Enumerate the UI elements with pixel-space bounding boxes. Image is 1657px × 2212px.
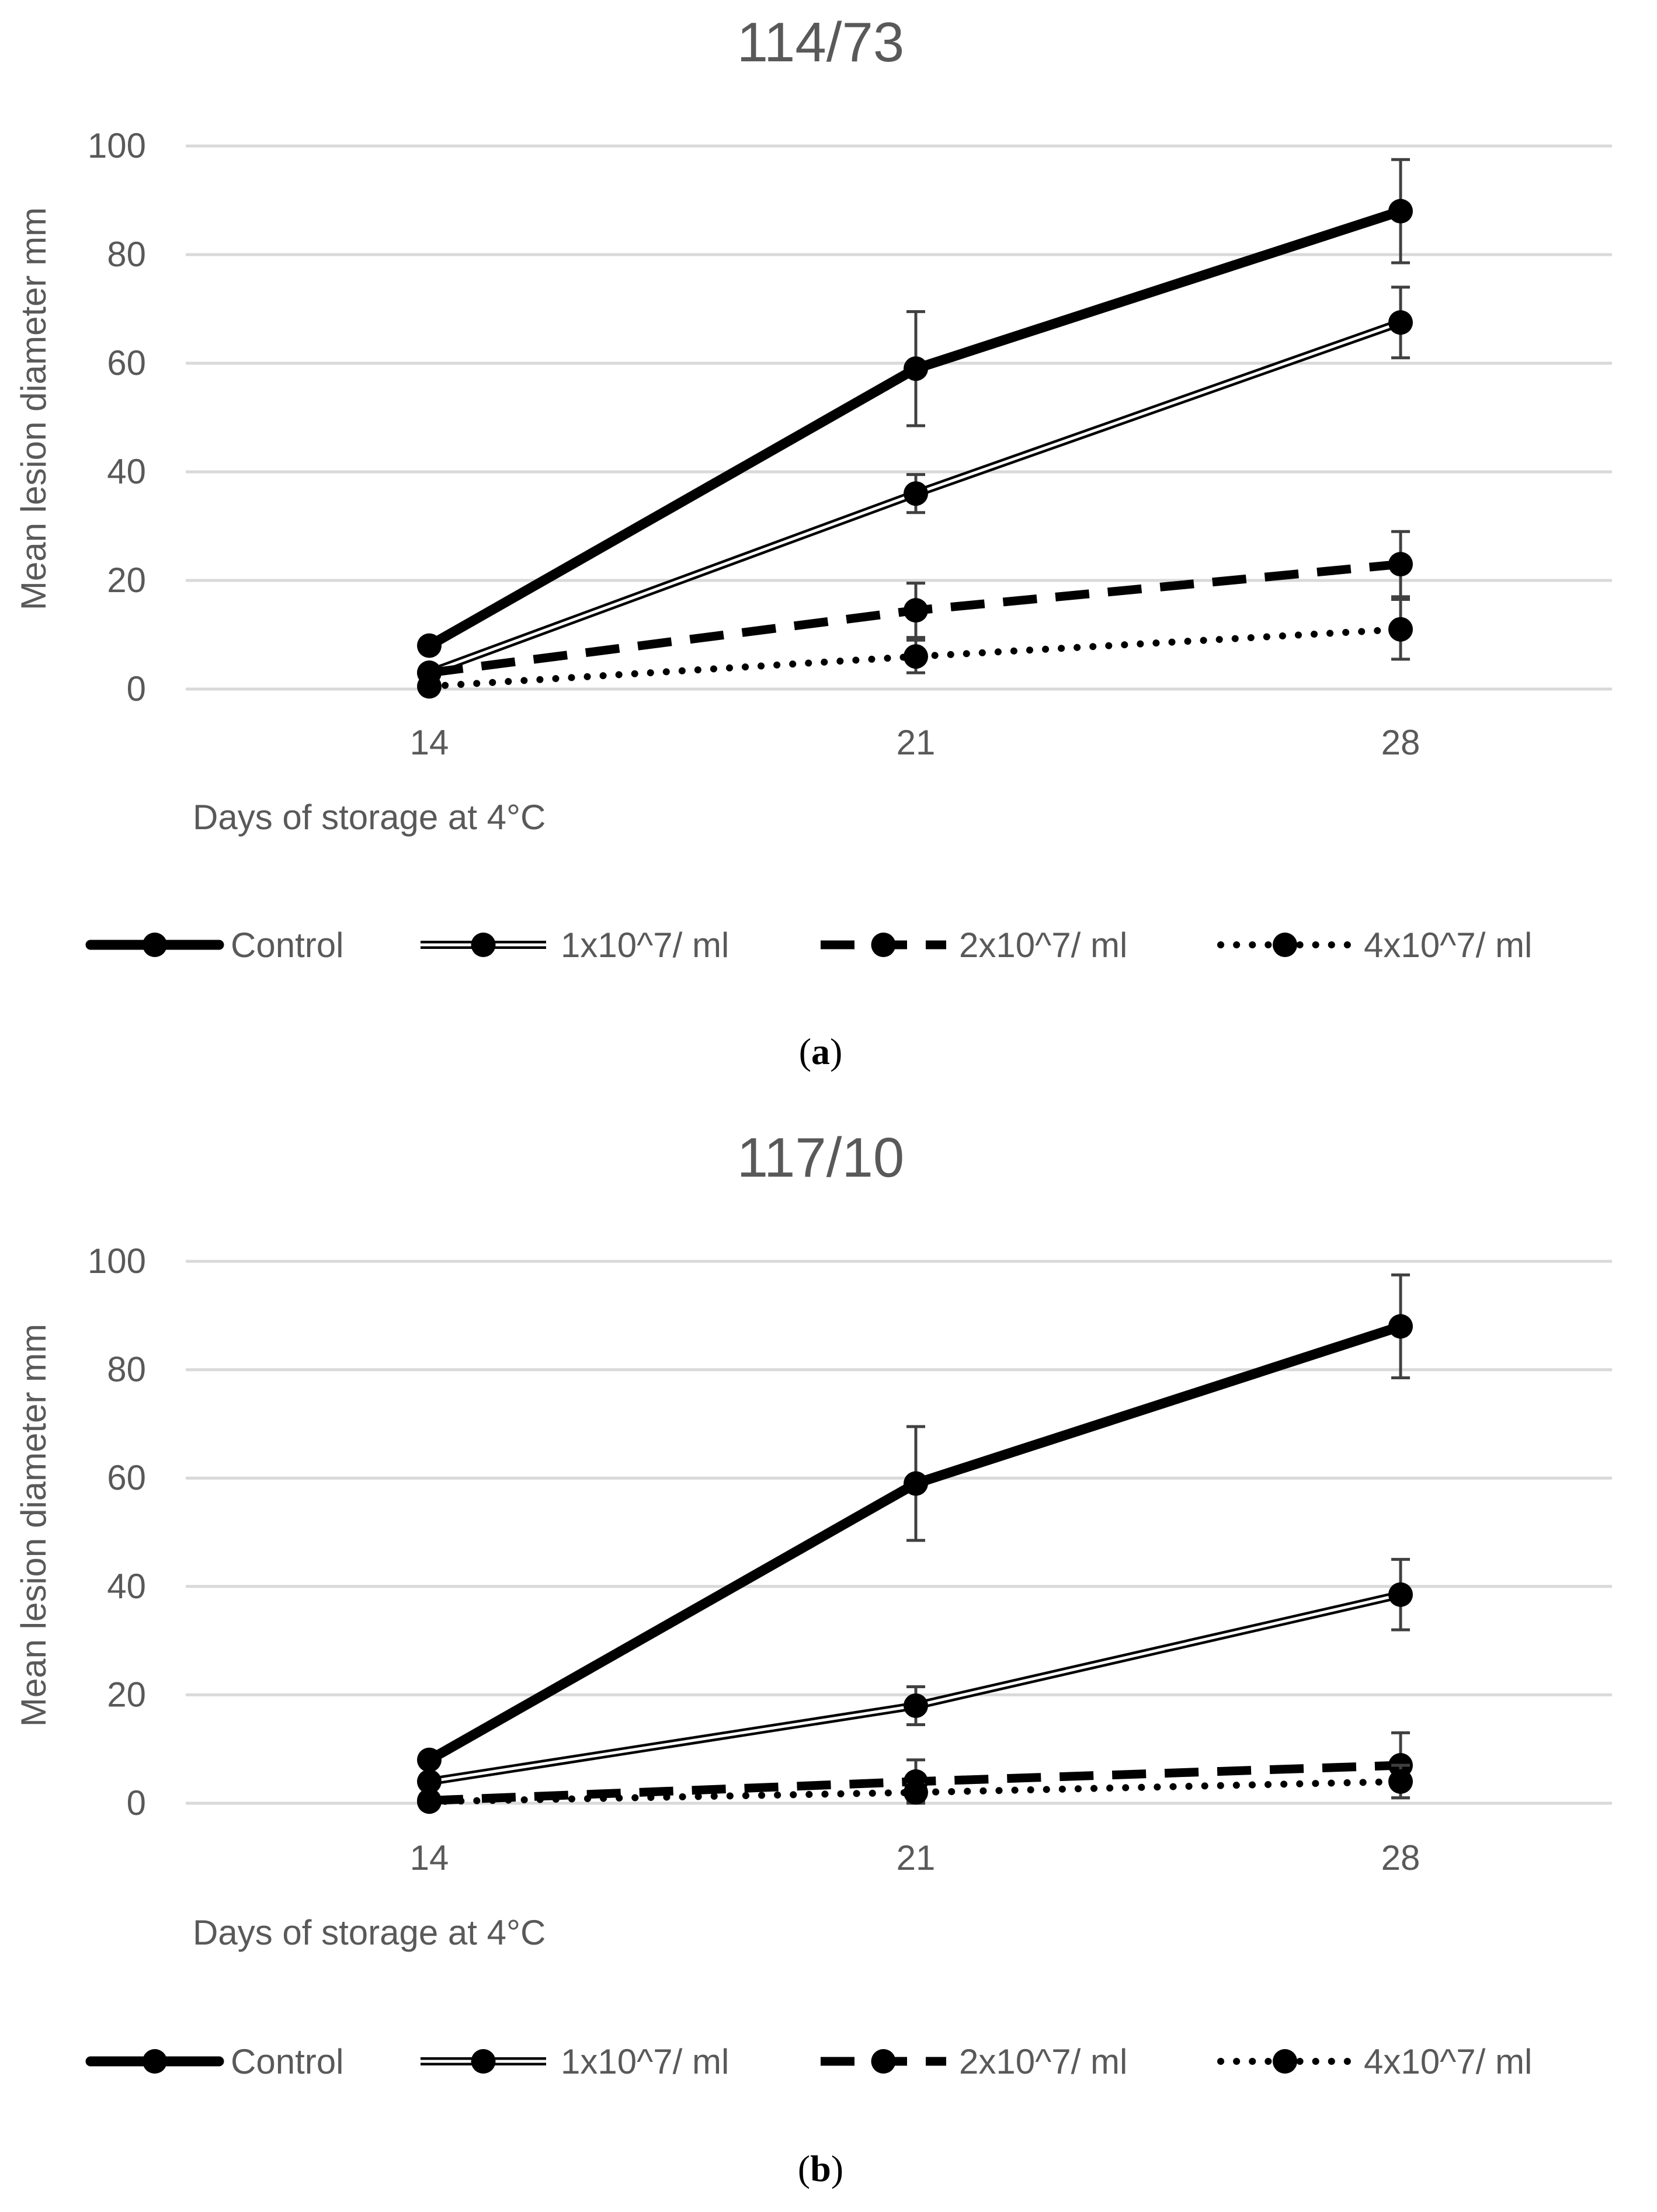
series-1 — [417, 286, 1413, 686]
legend-label: Control — [231, 926, 343, 965]
series-layer — [417, 158, 1413, 699]
y-tick-label: 80 — [107, 235, 146, 274]
y-tick-label: 20 — [107, 561, 146, 600]
legend-marker — [871, 2049, 896, 2074]
y-tick-label: 100 — [88, 1241, 146, 1281]
series-0 — [417, 1273, 1413, 1772]
y-tick-label: 0 — [127, 1783, 146, 1823]
data-point — [417, 1769, 442, 1794]
data-point — [417, 1789, 442, 1814]
legend-marker — [471, 2049, 496, 2074]
x-tick-label: 28 — [1381, 723, 1420, 762]
legend-label: 1x10^7/ ml — [561, 2042, 729, 2081]
legend-item: 4x10^7/ ml — [1217, 2042, 1532, 2081]
legend-item: 4x10^7/ ml — [1217, 926, 1532, 965]
y-tick-labels: 0 20 40 60 80 100 — [88, 126, 146, 708]
y-tick-label: 40 — [107, 452, 146, 491]
legend-marker — [143, 933, 167, 957]
x-axis-label: Days of storage at 4°C — [193, 1913, 546, 1952]
legend-item: 1x10^7/ ml — [421, 2042, 729, 2081]
data-point — [1388, 199, 1413, 224]
legend-item: Control — [85, 926, 343, 965]
data-point — [417, 674, 442, 699]
series-0 — [417, 158, 1413, 658]
data-point — [904, 1693, 928, 1718]
x-tick-label: 14 — [410, 723, 449, 762]
y-tick-label: 100 — [88, 126, 146, 165]
y-tick-label: 0 — [127, 669, 146, 708]
legend-marker — [871, 933, 896, 957]
legend-item: Control — [85, 2042, 343, 2081]
legend-item: 2x10^7/ ml — [821, 926, 1127, 965]
legend-marker — [471, 933, 496, 957]
series-line — [426, 1778, 1404, 1806]
x-tick-labels: 14 21 28 — [410, 1838, 1420, 1877]
data-point — [1388, 310, 1413, 335]
y-tick-label: 40 — [107, 1567, 146, 1606]
data-point — [904, 1780, 928, 1805]
legend-item: 1x10^7/ ml — [421, 926, 729, 965]
data-point — [1388, 1769, 1413, 1794]
legend-label: 2x10^7/ ml — [959, 2042, 1127, 2081]
data-point — [1388, 617, 1413, 642]
legend-label: 1x10^7/ ml — [561, 926, 729, 965]
x-tick-label: 21 — [897, 723, 936, 762]
data-point — [1388, 552, 1413, 577]
y-tick-labels: 0 20 40 60 80 100 — [88, 1241, 146, 1823]
y-axis-label: Mean lesion diameter mm — [14, 1324, 53, 1727]
legend: Control 1x10^7/ ml 2x10^7/ ml 4x10^7/ ml — [85, 2042, 1532, 2081]
data-point — [1388, 1314, 1413, 1339]
legend-item: 2x10^7/ ml — [821, 2042, 1127, 2081]
series-3 — [417, 598, 1413, 699]
data-point — [904, 644, 928, 669]
data-point — [417, 633, 442, 658]
x-tick-label: 14 — [410, 1838, 449, 1877]
legend: Control 1x10^7/ ml 2x10^7/ ml 4x10^7/ ml — [85, 926, 1532, 965]
legend-label: 4x10^7/ ml — [1364, 2042, 1532, 2081]
data-point — [904, 1471, 928, 1496]
x-tick-label: 28 — [1381, 1838, 1420, 1877]
chart-panel-a: 114/73 0 20 40 60 80 100 14 21 28 Mean lesion d… — [14, 11, 1612, 1072]
series-layer — [417, 1273, 1413, 1814]
legend-label: 4x10^7/ ml — [1364, 926, 1532, 965]
y-tick-label: 80 — [107, 1350, 146, 1389]
x-axis-label: Days of storage at 4°C — [193, 798, 546, 837]
legend-label: 2x10^7/ ml — [959, 926, 1127, 965]
data-point — [904, 598, 928, 623]
y-tick-label: 60 — [107, 343, 146, 382]
x-tick-label: 21 — [897, 1838, 936, 1877]
y-tick-label: 60 — [107, 1458, 146, 1497]
data-point — [904, 481, 928, 506]
data-point — [417, 1747, 442, 1772]
panel-label-b: (b) — [798, 2148, 843, 2189]
x-tick-labels: 14 21 28 — [410, 723, 1420, 762]
y-axis-label: Mean lesion diameter mm — [14, 207, 53, 610]
series-1 — [417, 1557, 1413, 1794]
legend-marker — [1273, 933, 1297, 957]
y-tick-label: 20 — [107, 1675, 146, 1714]
data-point — [1388, 1582, 1413, 1607]
chart-panel-b: 117/10 0 20 40 60 80 100 14 21 28 Mean lesion d… — [14, 1126, 1612, 2189]
panel-label-a: (a) — [799, 1031, 843, 1072]
legend-label: Control — [231, 2042, 343, 2081]
series-3 — [417, 1764, 1413, 1814]
gridlines — [186, 144, 1612, 691]
chart-title: 117/10 — [737, 1126, 905, 1189]
data-point — [904, 356, 928, 381]
legend-marker — [143, 2049, 167, 2074]
chart-title: 114/73 — [737, 11, 905, 74]
legend-marker — [1273, 2049, 1297, 2074]
gridlines — [186, 1260, 1612, 1805]
